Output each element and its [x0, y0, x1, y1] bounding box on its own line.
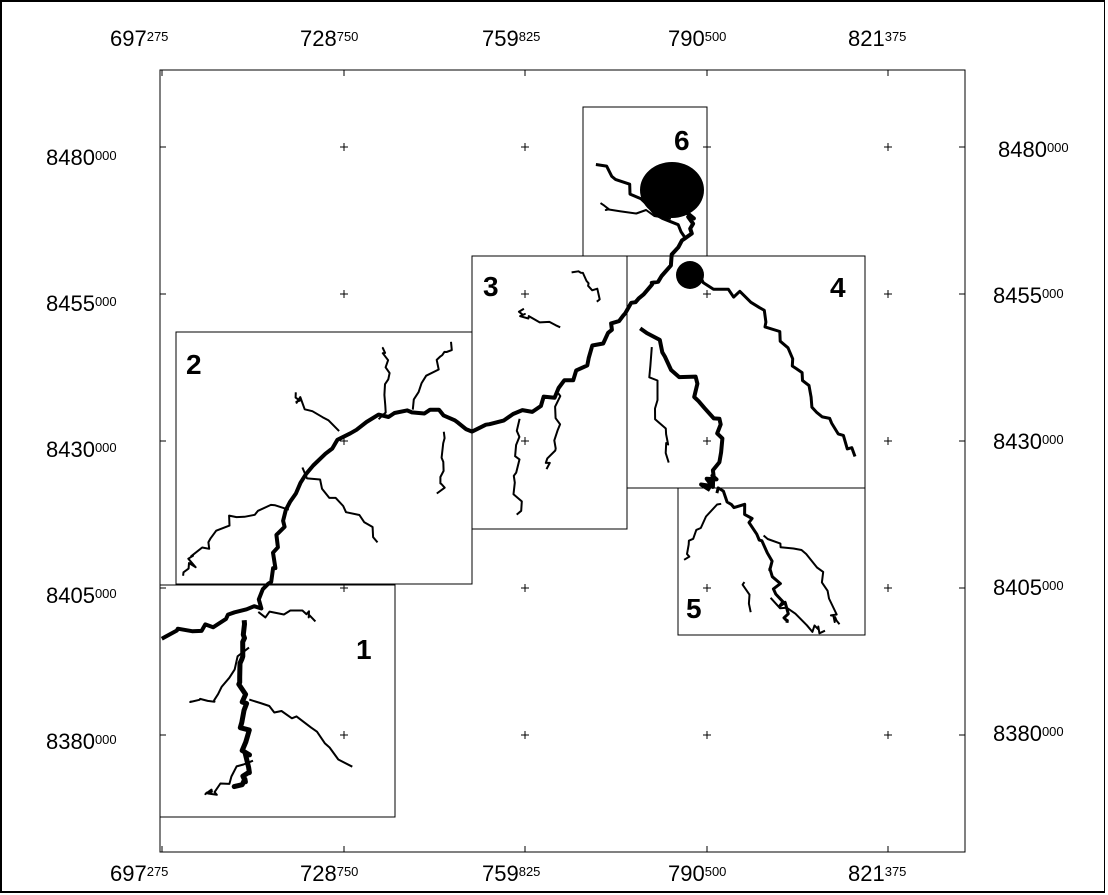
zone-label-2: 2 [186, 349, 202, 380]
zone-box-2 [175, 331, 473, 585]
zone-box-1 [159, 584, 396, 818]
grid-cross-2-5 [521, 731, 529, 739]
reservoir-zone5-arm-a [683, 502, 722, 561]
grid-crosses [340, 143, 892, 739]
y-label-left-4: 8405000 [46, 583, 117, 608]
grid-cross-2-2 [521, 290, 529, 298]
y-label-right-2: 8455000 [993, 283, 1064, 308]
grid-tick-marks [160, 70, 965, 852]
grid-cross-4-3 [884, 437, 892, 445]
reservoir-zone2-arm-b [301, 467, 379, 544]
grid-cross-1-1 [340, 143, 348, 151]
reservoir-zone5-arm-d [769, 597, 826, 635]
grid-cross-1-5 [340, 731, 348, 739]
reservoir-zone2-arm-f [436, 431, 446, 495]
reservoir-zone1-arm-a [189, 646, 250, 703]
zone-boxes [159, 106, 866, 818]
reservoir-zone1-arm-b [249, 698, 353, 768]
reservoir-zone4-arm-c [648, 347, 670, 463]
reservoir-zone3-arm-b [544, 392, 562, 470]
zone-label-5: 5 [686, 593, 702, 624]
y-label-left-5: 8380000 [46, 729, 117, 754]
grid-cross-4-5 [884, 731, 892, 739]
zone-box-6 [582, 106, 708, 257]
reservoir-zone4-arm-east [677, 266, 857, 458]
reservoir-zone2-arm-a [182, 503, 290, 576]
reservoir-zone6-dense [640, 162, 704, 218]
zone-box-5 [677, 487, 866, 636]
x-label-top-5: 821375 [848, 26, 907, 51]
reservoir-zone3-arm-d [571, 270, 601, 303]
reservoir-zone2-arm-e [294, 392, 340, 432]
y-label-left-1: 8480000 [46, 145, 117, 170]
reservoir-zone1-body [231, 620, 252, 790]
grid-cross-3-5 [703, 731, 711, 739]
y-label-right-4: 8405000 [993, 575, 1064, 600]
reservoir-zone5-arm-b [762, 534, 841, 625]
grid-cross-2-3 [521, 437, 529, 445]
zone-label-3: 3 [483, 271, 499, 302]
reservoir-main-channel [160, 204, 696, 641]
reservoir-zone6-arm-b [599, 202, 672, 220]
zone-label-6: 6 [674, 125, 690, 156]
reservoir-zone5-body [715, 486, 790, 623]
grid-cross-4-1 [884, 143, 892, 151]
x-label-bottom-5: 821375 [848, 861, 907, 886]
reservoir-zone4-arm-south [639, 326, 725, 492]
y-label-left-3: 8430000 [46, 437, 117, 462]
grid-cross-2-1 [521, 143, 529, 151]
reservoir-zone3-arm-a [512, 418, 523, 516]
y-label-left-2: 8455000 [46, 291, 117, 316]
x-label-top-4: 790500 [668, 26, 727, 51]
reservoir-zone5-arm-c [741, 581, 752, 613]
grid-cross-4-2 [884, 290, 892, 298]
y-label-right-1: 8480000 [998, 137, 1069, 162]
zone-label-4: 4 [830, 272, 846, 303]
x-label-bottom-4: 790500 [668, 861, 727, 886]
grid-cross-4-4 [884, 584, 892, 592]
reservoir-shape [160, 162, 857, 796]
x-label-top-2: 728750 [300, 26, 359, 51]
reservoir-zone4-dense [676, 261, 704, 289]
x-label-bottom-2: 728750 [300, 861, 359, 886]
map-plot-area [159, 69, 966, 853]
x-label-bottom-3: 759825 [482, 861, 541, 886]
x-label-top-1: 697275 [110, 26, 169, 51]
reservoir-zone6-arm-a [595, 163, 688, 241]
reservoir-zone2-arm-c [377, 346, 391, 420]
reservoir-zone2-arm-d [411, 341, 453, 410]
grid-cross-2-4 [521, 584, 529, 592]
zone-label-1: 1 [356, 634, 372, 665]
y-label-right-5: 8380000 [993, 721, 1064, 746]
grid-cross-3-2 [703, 290, 711, 298]
reservoir-zone1-arm-d [257, 609, 317, 623]
x-label-top-3: 759825 [482, 26, 541, 51]
x-label-bottom-1: 697275 [110, 861, 169, 886]
grid-cross-1-2 [340, 290, 348, 298]
y-label-right-3: 8430000 [993, 429, 1064, 454]
grid-cross-3-4 [703, 584, 711, 592]
reservoir-zone3-arm-c [517, 307, 561, 329]
reservoir-zone1-arm-c [204, 759, 254, 796]
grid-cross-3-3 [703, 437, 711, 445]
